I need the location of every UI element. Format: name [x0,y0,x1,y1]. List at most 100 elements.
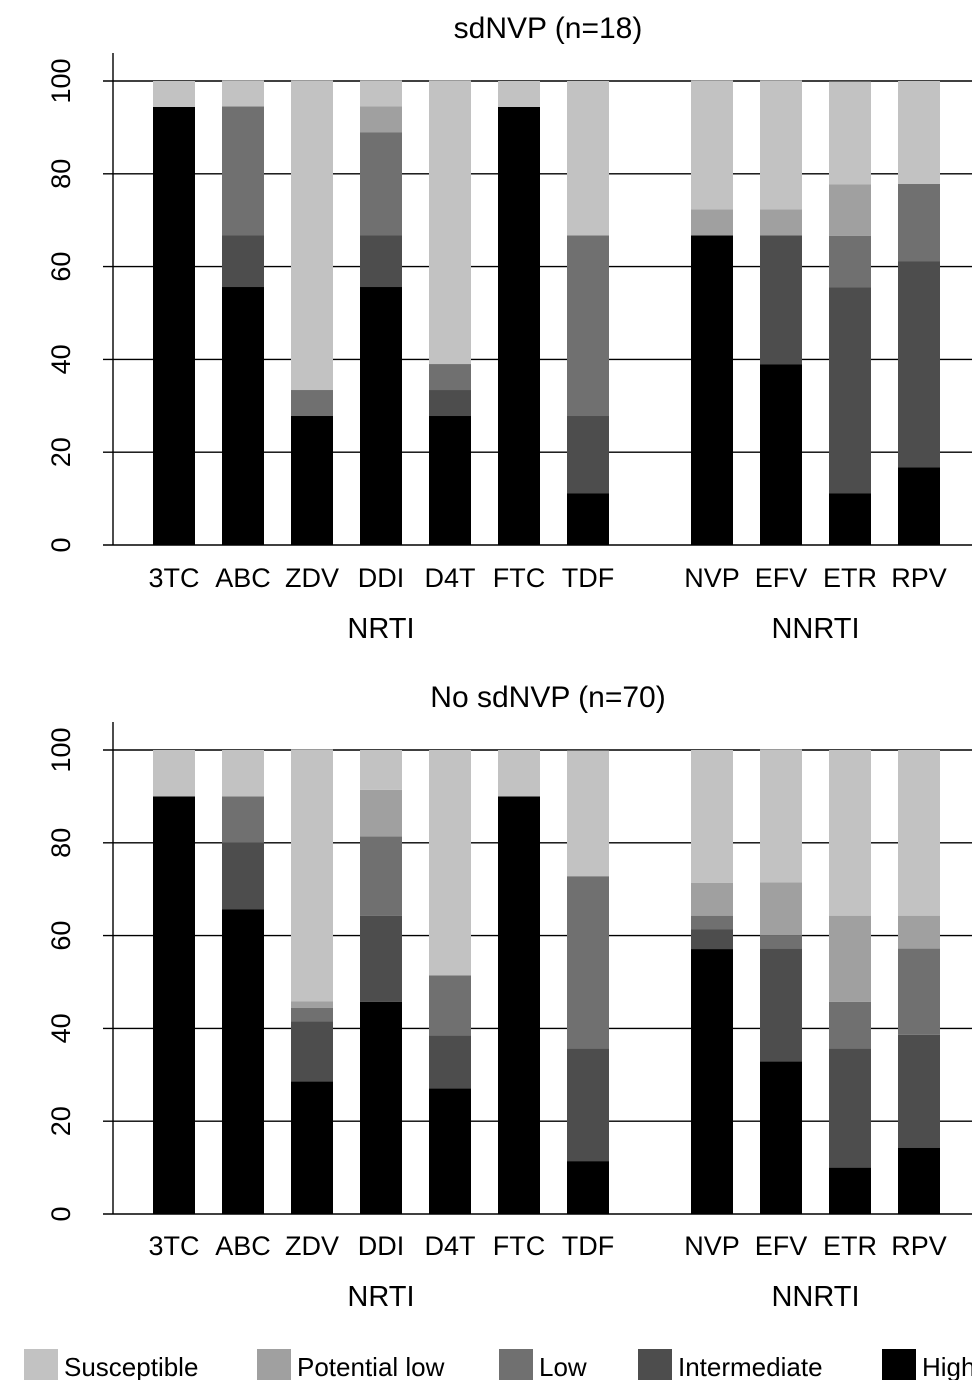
bar-abc-low [222,106,264,236]
bar-abc-susceptible [222,80,264,107]
bar-etr-high [829,493,871,545]
x-tick-label: FTC [493,563,545,593]
legend-label: Low [539,1352,587,1380]
y-tick-label: 0 [46,537,76,552]
bar-d4t-intermediate [429,390,471,417]
bar-rpv-susceptible [898,750,940,916]
bar-etr-potential-low [829,915,871,1002]
bar-ddi-high [360,1001,402,1214]
bar-abc-intermediate [222,235,264,288]
bar-efv-susceptible [760,80,802,210]
x-tick-label: DDI [358,1231,405,1261]
bar-nvp-high [691,235,733,545]
group-label: NNRTI [771,1281,859,1313]
bar-efv-low [760,935,802,949]
bar-d4t-low [429,364,471,391]
chart-title: sdNVP (n=18) [454,12,643,45]
bar-ddi-susceptible [360,750,402,790]
bar-tdf-low [567,235,609,417]
bar-zdv-low [291,1007,333,1022]
group-label: NRTI [347,613,414,645]
bar-ftc-high [498,106,540,545]
bar-tdf-low [567,876,609,1049]
bar-efv-intermediate [760,948,802,1062]
bar-ddi-intermediate [360,235,402,288]
legend-label: High [922,1352,972,1380]
legend-swatch-low [499,1349,533,1380]
bar-rpv-low [898,184,940,262]
bar-3tc-high [153,796,195,1214]
x-tick-label: D4T [424,1231,475,1261]
bar-etr-intermediate [829,287,871,494]
y-tick-label: 0 [46,1206,76,1221]
bar-efv-high [760,364,802,545]
bar-rpv-intermediate [898,261,940,468]
x-tick-label: EFV [755,1231,808,1261]
x-tick-label: ZDV [285,1231,339,1261]
x-tick-label: 3TC [148,1231,199,1261]
y-tick-label: 40 [46,1013,76,1043]
legend: Susceptible Potential low Low Intermediate H… [24,1349,972,1380]
bar-efv-potential-low [760,209,802,236]
bar-ddi-low [360,132,402,236]
bar-rpv-high [898,1147,940,1214]
bar-zdv-high [291,1081,333,1214]
x-tick-label: ZDV [285,563,339,593]
x-tick-label: 3TC [148,563,199,593]
bar-nvp-potential-low [691,882,733,916]
x-tick-label: FTC [493,1231,545,1261]
chart-panel-1: sdNVP (n=18) 0 20 40 60 80 100 3TC ABC ZDV DDI D4T F… [46,12,972,645]
bar-rpv-intermediate [898,1034,940,1148]
bar-nvp-susceptible [691,750,733,883]
y-tick-label: 100 [46,727,76,772]
legend-label: Intermediate [678,1352,823,1380]
bar-3tc-susceptible [153,750,195,797]
bar-d4t-susceptible [429,80,471,365]
bar-abc-high [222,287,264,545]
bar-ddi-potential-low [360,106,402,133]
bar-etr-potential-low [829,184,871,236]
y-tick-label: 60 [46,921,76,951]
bar-nvp-high [691,949,733,1214]
legend-swatch-potential-low [257,1349,291,1380]
bar-ddi-high [360,287,402,545]
bar-zdv-potential-low [291,1001,333,1008]
x-tick-label: DDI [358,563,405,593]
group-label: NRTI [347,1281,414,1313]
chart-panel-2: No sdNVP (n=70) 0 20 40 60 80 100 3TC ABC ZDV DDI D… [46,681,972,1313]
y-tick-label: 60 [46,252,76,282]
bar-etr-high [829,1167,871,1214]
bar-ftc-high [498,796,540,1214]
bar-etr-susceptible [829,750,871,916]
bar-zdv-intermediate [291,1021,333,1082]
bar-tdf-intermediate [567,416,609,494]
bar-3tc-high [153,106,195,545]
legend-label: Potential low [297,1352,445,1380]
bar-nvp-intermediate [691,929,733,950]
bar-d4t-high [429,416,471,545]
bar-ddi-low [360,836,402,916]
bar-efv-susceptible [760,749,802,883]
y-tick-label: 20 [46,1106,76,1136]
bar-ftc-susceptible [498,81,540,107]
bar-d4t-high [429,1088,471,1214]
bar-nvp-low [691,915,733,930]
bar-nvp-susceptible [691,80,733,210]
x-tick-label: ABC [215,1231,271,1261]
bar-d4t-low [429,975,471,1036]
x-tick-label: ETR [823,563,877,593]
bar-ddi-potential-low [360,789,402,837]
y-tick-label: 100 [46,58,76,103]
bar-abc-low [222,796,264,843]
legend-swatch-susceptible [24,1349,58,1380]
y-tick-label: 80 [46,828,76,858]
bar-nvp-potential-low [691,209,733,236]
bar-efv-potential-low [760,882,802,936]
y-tick-label: 40 [46,344,76,374]
bar-etr-low [829,1001,871,1049]
bar-rpv-potential-low [898,915,940,949]
x-tick-label: TDF [562,563,614,593]
bar-efv-intermediate [760,235,802,365]
bar-ddi-susceptible [360,80,402,107]
